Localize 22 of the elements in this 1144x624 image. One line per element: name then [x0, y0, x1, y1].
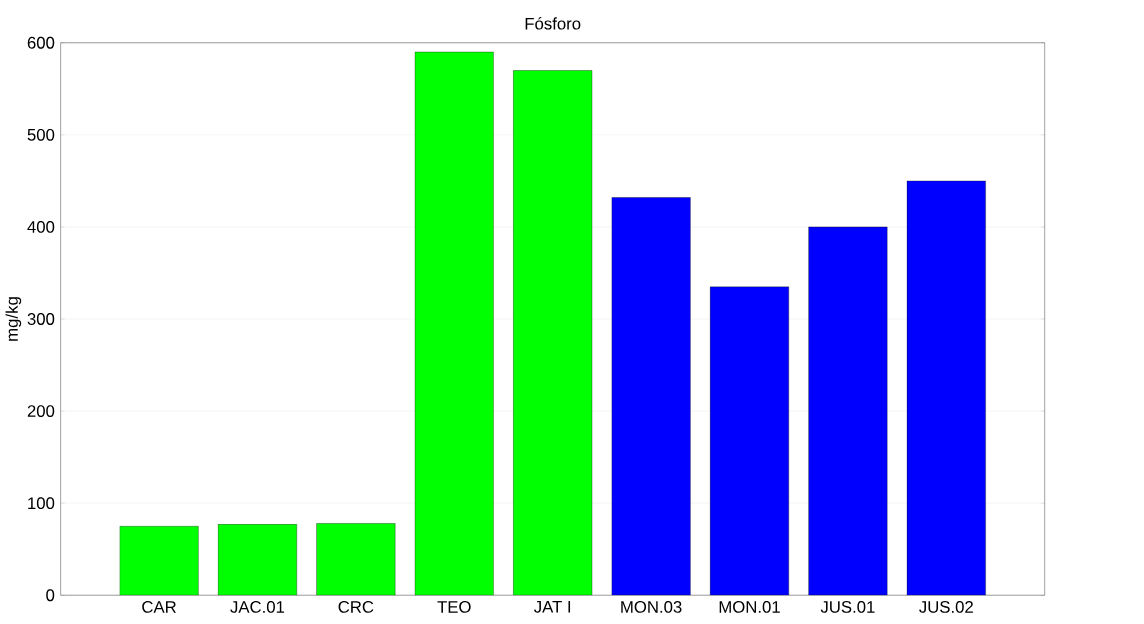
x-tick-label: JUS.02	[919, 600, 973, 613]
y-axis-title: mg/kg	[5, 297, 22, 341]
bar	[414, 51, 494, 596]
x-tick-label: JUS.01	[820, 600, 875, 613]
y-tick-label: 500	[27, 128, 55, 141]
bar	[119, 525, 199, 596]
x-tick-label: JAC.01	[230, 600, 285, 613]
y-tick-label: 0	[46, 589, 55, 602]
x-tick-label: JAT I	[534, 600, 571, 613]
x-tick-label: CRC	[338, 600, 374, 613]
y-tick-label: 400	[27, 220, 55, 233]
x-tick-label: CAR	[142, 600, 176, 613]
chart-title: Fósforo	[525, 17, 581, 30]
y-tick-label: 100	[28, 497, 55, 510]
y-tick-label: 300	[27, 313, 55, 325]
x-tick-label: MON.01	[719, 600, 780, 613]
x-tick-label: TEO	[437, 600, 471, 613]
y-tick-label: 600	[27, 36, 55, 49]
y-tick-label: 200	[27, 405, 55, 417]
bar	[611, 197, 691, 596]
bar	[513, 70, 593, 596]
x-tick-label: MON.03	[621, 600, 682, 613]
